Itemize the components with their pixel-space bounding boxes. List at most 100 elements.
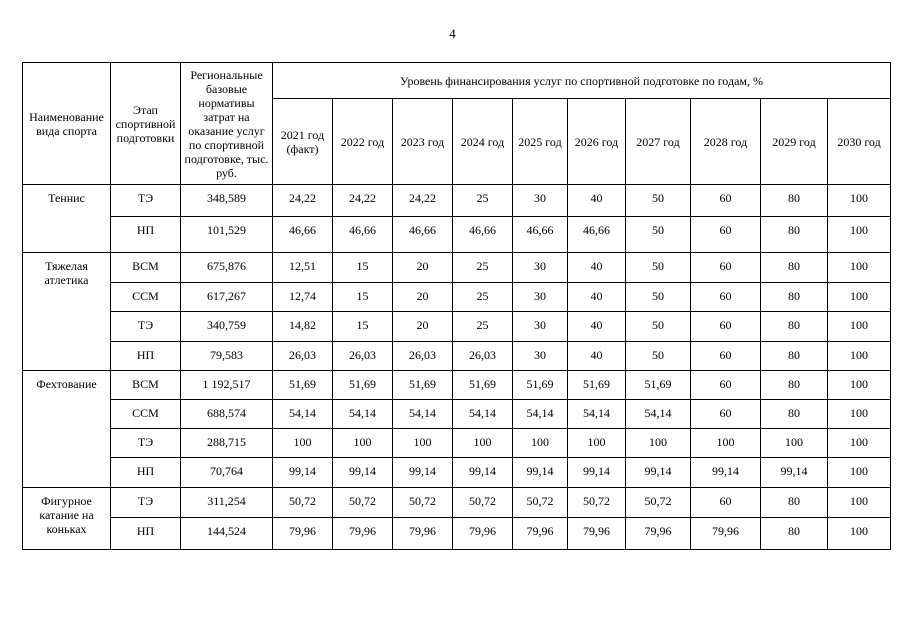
table-row: НП 79,583 26,03 26,03 26,03 26,03 30 40 50 60 80 10… [23, 341, 892, 371]
funding-value: 50,72 [332, 487, 393, 518]
norm: 101,529 [180, 216, 273, 253]
funding-value: 30 [512, 252, 568, 283]
funding-value: 100 [826, 517, 892, 550]
funding-value: 50 [625, 184, 691, 217]
stage: НП [110, 457, 181, 488]
funding-value: 40 [567, 184, 626, 217]
stage: ТЭ [110, 487, 181, 518]
funding-value: 100 [826, 252, 892, 283]
header-cell: Этап спортивной подготовки [110, 62, 181, 185]
year-header: 2024 год [452, 98, 513, 185]
funding-value: 99,14 [690, 457, 761, 488]
funding-value: 60 [690, 282, 761, 312]
stage: ТЭ [110, 428, 181, 458]
table-row: Тяжелая атлетика ВСМ 675,876 12,51 15 20 25 30 4… [22, 252, 892, 371]
funding-value: 100 [512, 428, 568, 458]
norm: 311,254 [180, 487, 273, 518]
stage: ССМ [110, 399, 181, 429]
funding-value: 30 [512, 282, 568, 312]
norm: 348,589 [180, 184, 273, 217]
funding-value: 100 [826, 311, 892, 342]
funding-value: 100 [567, 428, 626, 458]
funding-value: 40 [567, 341, 626, 371]
funding-value: 54,14 [567, 399, 626, 429]
funding-value: 79,96 [567, 517, 626, 550]
funding-value: 80 [760, 252, 828, 283]
norm: 144,524 [180, 517, 273, 550]
funding-value: 99,14 [272, 457, 333, 488]
year-header: 2023 год [392, 98, 453, 185]
funding-value: 80 [760, 216, 828, 253]
funding-value: 50,72 [392, 487, 453, 518]
header-cell: Уровень финансирования услуг по спортивн… [271, 62, 892, 99]
funding-value: 79,96 [690, 517, 761, 550]
funding-value: 80 [760, 399, 828, 429]
funding-value: 50 [625, 252, 691, 283]
funding-value: 54,14 [272, 399, 333, 429]
funding-value: 79,96 [272, 517, 333, 550]
header-cell: Наименование вида спорта [22, 62, 111, 185]
stage: ТЭ [110, 184, 181, 217]
funding-value: 100 [826, 428, 892, 458]
funding-value: 79,96 [625, 517, 691, 550]
norm: 288,715 [180, 428, 273, 458]
funding-value: 54,14 [625, 399, 691, 429]
norm: 688,574 [180, 399, 273, 429]
stage: ВСМ [110, 370, 181, 400]
sport-name: Тяжелая атлетика [22, 252, 111, 371]
norm: 79,583 [180, 341, 273, 371]
funding-value: 50 [625, 282, 691, 312]
funding-value: 25 [452, 252, 513, 283]
year-header: 2028 год [690, 98, 761, 185]
funding-value: 100 [332, 428, 393, 458]
funding-value: 40 [567, 282, 626, 312]
funding-value: 26,03 [332, 341, 393, 371]
funding-value: 51,69 [272, 370, 333, 400]
table-row: НП 70,764 99,14 99,14 99,14 99,14 99,14 99,14 99… [23, 457, 892, 488]
funding-value: 100 [272, 428, 333, 458]
funding-value: 54,14 [392, 399, 453, 429]
funding-value: 60 [690, 399, 761, 429]
norm: 1 192,517 [180, 370, 273, 400]
funding-value: 50 [625, 216, 691, 253]
funding-value: 54,14 [512, 399, 568, 429]
funding-value: 80 [760, 517, 828, 550]
funding-value: 100 [452, 428, 513, 458]
funding-value: 24,22 [272, 184, 333, 217]
funding-value: 100 [826, 370, 892, 400]
funding-value: 50,72 [452, 487, 513, 518]
funding-value: 50,72 [512, 487, 568, 518]
table-body: Теннис ТЭ 348,589 24,22 24,22 24,22 25 30 40 50 60… [22, 184, 892, 550]
sport-name: Теннис [22, 184, 111, 253]
funding-value: 20 [392, 282, 453, 312]
funding-value: 60 [690, 341, 761, 371]
funding-value: 40 [567, 311, 626, 342]
funding-value: 100 [826, 399, 892, 429]
funding-value: 100 [690, 428, 761, 458]
funding-value: 100 [826, 282, 892, 312]
funding-table: Наименование вида спорта Этап спортивной… [22, 62, 892, 550]
year-header: 2029 год [760, 98, 828, 185]
funding-value: 99,14 [567, 457, 626, 488]
norm: 70,764 [180, 457, 273, 488]
stage: НП [110, 341, 181, 371]
funding-value: 51,69 [567, 370, 626, 400]
stage: НП [110, 517, 181, 550]
funding-value: 15 [332, 252, 393, 283]
funding-value: 30 [512, 184, 568, 217]
funding-value: 100 [760, 428, 828, 458]
sport-name: Фигурное катание на коньках [22, 487, 111, 550]
funding-value: 51,69 [512, 370, 568, 400]
funding-value: 46,66 [567, 216, 626, 253]
funding-value: 26,03 [392, 341, 453, 371]
funding-value: 26,03 [452, 341, 513, 371]
stage: ССМ [110, 282, 181, 312]
table-row: ССМ 688,574 54,14 54,14 54,14 54,14 54,14 54,14… [23, 399, 892, 429]
stage: НП [110, 216, 181, 253]
table-row: НП 101,529 46,66 46,66 46,66 46,66 46,66 46,66 5… [23, 216, 892, 253]
funding-value: 15 [332, 282, 393, 312]
table-header: Наименование вида спорта Этап спортивной… [22, 62, 892, 185]
funding-value: 50,72 [625, 487, 691, 518]
funding-value: 20 [392, 311, 453, 342]
